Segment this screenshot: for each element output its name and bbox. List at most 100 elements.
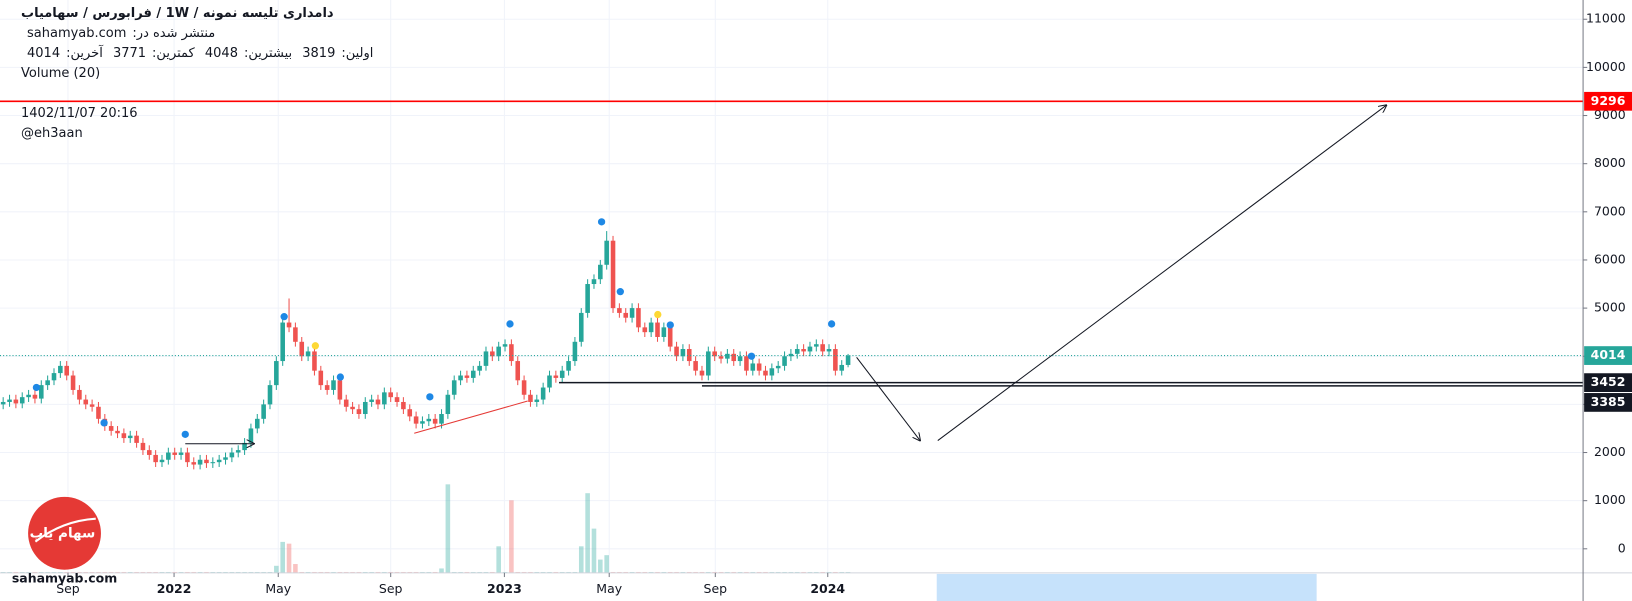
candle-body <box>820 344 825 352</box>
candle-body <box>362 401 368 415</box>
candle-body <box>254 418 260 429</box>
candle-body <box>794 349 800 354</box>
candle-body <box>350 406 355 410</box>
ohlc-value: 3771 <box>112 46 147 61</box>
candle-body <box>191 462 197 465</box>
y-tick-label: 2000 <box>1594 444 1626 459</box>
candle-body <box>845 355 851 365</box>
x-tick-label: Sep <box>379 581 403 596</box>
candle-body <box>826 349 832 352</box>
candle-body <box>636 308 641 328</box>
candle-body <box>39 385 44 399</box>
candle-body <box>216 459 222 463</box>
price-label: 3385 <box>1591 394 1626 409</box>
dot <box>100 419 108 427</box>
dot <box>666 321 674 329</box>
x-tick-label: Sep <box>704 581 728 596</box>
ohlc-label: آخرین: <box>66 46 103 61</box>
candle-body <box>108 426 114 431</box>
candle-body <box>528 394 533 402</box>
ohlc-label: کمترین: <box>152 46 195 61</box>
candle-body <box>572 341 578 362</box>
candle-body <box>426 418 432 422</box>
x-tick-label: Sep <box>56 581 80 596</box>
y-tick-label: 5000 <box>1594 300 1626 315</box>
ohlc-label: اولین: <box>341 46 374 61</box>
published-site: sahamyab.com <box>27 26 127 41</box>
candle-body <box>496 346 501 357</box>
x-tick-label: May <box>596 581 622 596</box>
candle-body <box>788 353 794 357</box>
candle-body <box>115 430 120 434</box>
candle-body <box>318 370 324 386</box>
candle-body <box>756 363 762 371</box>
candle-body <box>235 450 241 453</box>
y-tick-label: 8000 <box>1594 155 1626 170</box>
ohlc-value: 3819 <box>302 46 336 61</box>
volume-bar <box>509 500 514 573</box>
candle-body <box>490 351 495 357</box>
candle-body <box>0 401 6 405</box>
candle-body <box>585 284 590 313</box>
candle-body <box>121 433 127 439</box>
candle-body <box>807 346 813 352</box>
candle-body <box>274 361 279 386</box>
dot <box>597 218 606 226</box>
candle-body <box>814 344 819 347</box>
ohlc-value: 4048 <box>204 46 238 61</box>
dot <box>506 320 514 328</box>
candle-body <box>153 454 158 463</box>
candle-body <box>737 356 743 362</box>
volume-bar <box>280 541 285 573</box>
volume-bar <box>439 568 444 573</box>
candle-body <box>19 397 25 404</box>
candle-body <box>223 457 228 460</box>
candle-body <box>197 459 203 465</box>
candle-body <box>172 452 177 455</box>
chart-title: دامداری تلیسه نمونه / 1W / فرابورس / سها… <box>21 6 334 21</box>
candle-body <box>356 409 362 415</box>
x-tick-label: May <box>265 581 291 596</box>
candle-body <box>470 370 476 378</box>
candle-body <box>159 459 165 463</box>
ohlc: اولین: 3819 بیشترین: 4048 کمترین: 3771 آخری… <box>21 46 373 62</box>
candle-body <box>782 356 787 366</box>
dot <box>616 288 624 296</box>
candle-body <box>648 322 654 333</box>
candle-body <box>96 406 101 419</box>
candle-body <box>477 365 482 371</box>
candle-body <box>521 380 527 395</box>
candle-body <box>464 375 470 378</box>
candle-body <box>534 399 540 402</box>
candle-body <box>407 409 413 417</box>
candle-body <box>661 327 667 337</box>
candle-body <box>51 373 57 381</box>
candle-body <box>445 394 451 415</box>
dot <box>32 383 41 392</box>
candle-body <box>267 385 273 405</box>
candle-body <box>420 421 425 424</box>
candle-body <box>134 435 139 443</box>
published: منتشر شده در: sahamyab.com <box>21 26 215 42</box>
candle-body <box>305 351 311 357</box>
candle-body <box>7 399 12 402</box>
candle-body <box>146 450 152 455</box>
candle-body <box>229 452 235 458</box>
logo-text: سهام یاب <box>30 525 96 541</box>
candle-body <box>58 365 63 374</box>
candle-body <box>413 416 419 424</box>
candle-body <box>394 397 400 402</box>
signal-dots <box>32 218 836 438</box>
candle-body <box>77 389 82 400</box>
candle-body <box>343 399 349 407</box>
candle-body <box>331 380 336 390</box>
y-tick-label: 7000 <box>1594 203 1626 218</box>
candle-body <box>32 394 38 399</box>
price-label-box <box>1584 91 1632 111</box>
candle-body <box>248 428 254 443</box>
x-tick-label: 2022 <box>157 581 192 596</box>
candle-body <box>451 380 457 395</box>
candle-body <box>566 361 571 371</box>
candle-body <box>312 351 317 371</box>
candle-body <box>623 312 629 318</box>
